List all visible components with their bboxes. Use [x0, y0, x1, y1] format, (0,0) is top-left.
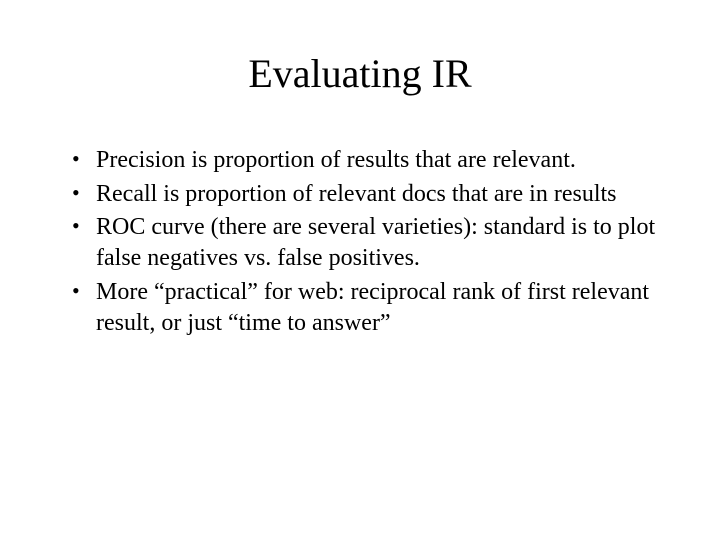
bullet-text: More “practical” for web: reciprocal ran… [96, 279, 649, 336]
list-item: More “practical” for web: reciprocal ran… [72, 277, 660, 338]
bullet-text: ROC curve (there are several varieties):… [96, 214, 655, 271]
slide-title: Evaluating IR [60, 50, 660, 97]
bullet-list: Precision is proportion of results that … [60, 145, 660, 338]
list-item: Precision is proportion of results that … [72, 145, 660, 176]
list-item: ROC curve (there are several varieties):… [72, 212, 660, 273]
list-item: Recall is proportion of relevant docs th… [72, 179, 660, 210]
bullet-text: Recall is proportion of relevant docs th… [96, 181, 617, 207]
bullet-text: Precision is proportion of results that … [96, 147, 576, 173]
slide: Evaluating IR Precision is proportion of… [0, 0, 720, 540]
